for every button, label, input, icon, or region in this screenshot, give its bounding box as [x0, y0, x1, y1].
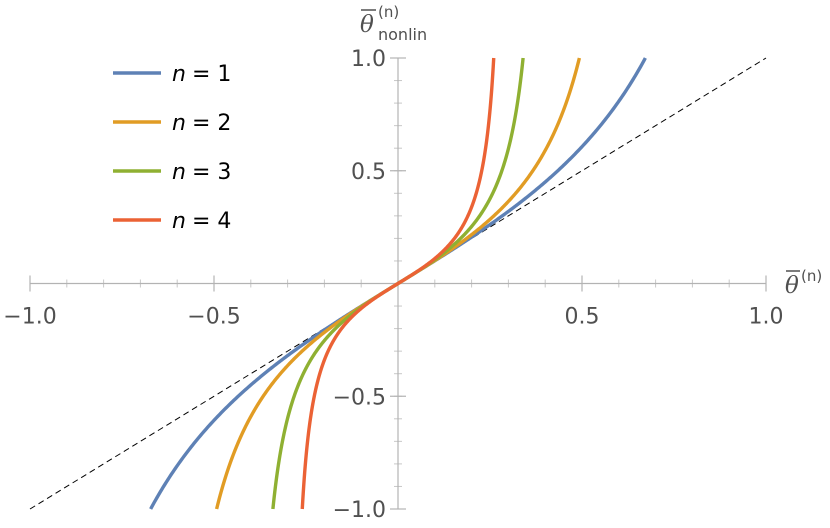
y-tick-label: −1.0: [333, 498, 386, 523]
legend-item: n = 3: [113, 160, 231, 185]
x-tick-label: 0.5: [565, 305, 600, 330]
y-tick-labels: −1.0 −0.5 0.5 1.0: [333, 47, 386, 523]
x-title-superscript: (n): [801, 267, 822, 285]
y-title-symbol: θ: [360, 12, 374, 38]
y-title-subscript: nonlin: [378, 25, 427, 44]
legend-label: n = 3: [172, 160, 231, 185]
series-line-n4: [300, 57, 496, 510]
y-tick-label: −0.5: [333, 385, 386, 410]
legend-label: n = 4: [172, 209, 231, 234]
legend-label: n = 1: [172, 62, 231, 87]
y-tick-label: 1.0: [351, 47, 386, 72]
x-tick-label: −0.5: [187, 305, 240, 330]
legend-item: n = 4: [113, 209, 231, 234]
major-ticks: [29, 57, 767, 510]
x-tick-label: 1.0: [749, 305, 784, 330]
y-tick-label: 0.5: [351, 160, 386, 185]
legend-item: n = 1: [113, 62, 231, 87]
curves: [149, 57, 647, 510]
y-title-superscript: (n): [378, 3, 399, 21]
y-axis-title: θ (n) nonlin: [360, 3, 427, 44]
x-tick-label: −1.0: [3, 305, 56, 330]
legend: n = 1 n = 2 n = 3 n = 4: [113, 62, 231, 234]
x-tick-labels: −1.0 −0.5 0.5 1.0: [3, 305, 783, 330]
x-axis-title: θ (n): [785, 267, 822, 299]
legend-item: n = 2: [113, 111, 231, 136]
legend-label: n = 2: [172, 111, 231, 136]
x-title-symbol: θ: [785, 273, 799, 299]
